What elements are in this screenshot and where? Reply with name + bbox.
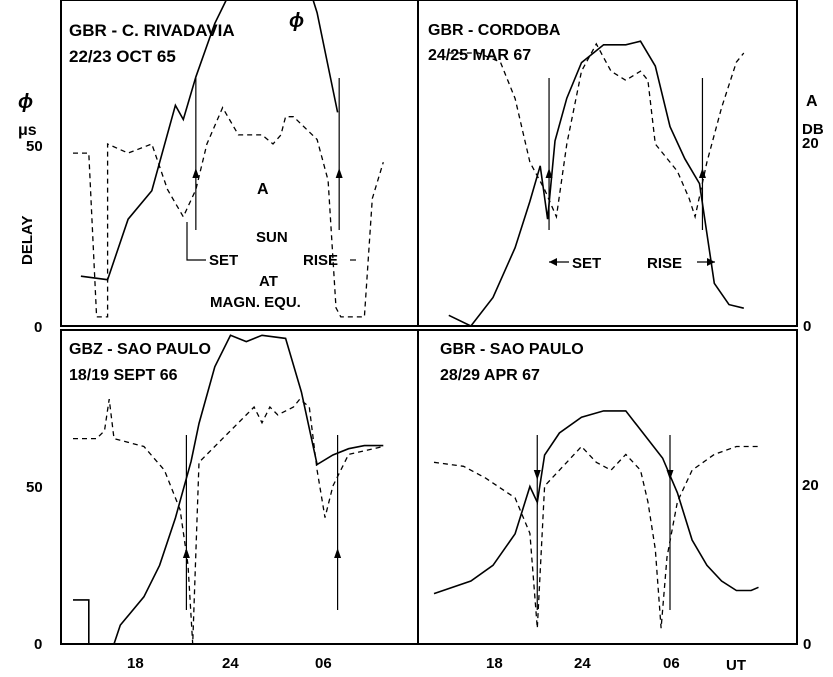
frame-top-right xyxy=(417,0,798,327)
series-phase-delay-saopaulo67 xyxy=(433,410,759,595)
terminator-arrowhead-saopaulo66-0 xyxy=(182,548,190,558)
cordoba-rise-label: RISE xyxy=(647,255,682,272)
x-tick-left-06: 06 xyxy=(315,655,332,672)
title-saopaulo67-line1: GBR - SAO PAULO xyxy=(440,341,584,358)
series-amplitude-rivadavia xyxy=(73,106,384,318)
left-axis-label: DELAY xyxy=(19,216,36,265)
panel-rivadavia-curves xyxy=(73,1,384,318)
x-axis-unit: UT xyxy=(726,657,746,674)
panel-cordoba-curves xyxy=(448,40,745,325)
right-axis-unit: DB xyxy=(802,121,824,138)
y-tick-top-50: 50 xyxy=(26,138,43,155)
title-saopaulo66-line2: 18/19 SEPT 66 xyxy=(69,367,178,384)
terminator-arrowhead-saopaulo67-1 xyxy=(666,470,674,480)
series-phase-delay-cordoba xyxy=(448,40,744,325)
annotation-set-bracket xyxy=(186,222,206,261)
terminator-arrowhead-cordoba-1 xyxy=(698,168,706,178)
annotation-sun: SUN xyxy=(256,229,288,246)
series-phase-delay-rivadavia xyxy=(80,1,339,281)
frame-bottom-right xyxy=(417,329,798,645)
right-tick-top-0: 0 xyxy=(803,318,811,335)
x-tick-right-18: 18 xyxy=(486,655,503,672)
x-tick-left-24: 24 xyxy=(222,655,239,672)
x-tick-left-18: 18 xyxy=(127,655,144,672)
terminator-arrowhead-saopaulo66-1 xyxy=(334,548,342,558)
title-cordoba-line2: 24/25 MAR 67 xyxy=(428,47,531,64)
phi-axis-symbol: ϕ xyxy=(18,91,33,113)
series-phase-delay-saopaulo66 xyxy=(73,334,384,643)
plot-layer xyxy=(73,1,759,643)
y-tick-bottom-0: 0 xyxy=(34,636,42,653)
title-rivadavia-line1: GBR - C. RIVADAVIA xyxy=(69,21,235,40)
series-amplitude-cordoba xyxy=(448,42,745,220)
terminator-arrowhead-rivadavia-1 xyxy=(335,168,343,178)
title-saopaulo67-line2: 28/29 APR 67 xyxy=(440,367,540,384)
x-tick-right-06: 06 xyxy=(663,655,680,672)
y-tick-top-0: 0 xyxy=(34,319,42,336)
terminator-arrowhead-saopaulo67-0 xyxy=(533,470,541,480)
title-cordoba-line1: GBR - CORDOBA xyxy=(428,22,561,39)
series-amplitude-saopaulo66 xyxy=(73,398,384,643)
cordoba-rise-arrowhead xyxy=(707,258,715,266)
x-tick-right-24: 24 xyxy=(574,655,591,672)
curve-label-phi: ϕ xyxy=(289,10,304,32)
annotation-magn-equ: MAGN. EQU. xyxy=(210,294,301,311)
terminator-arrowhead-cordoba-0 xyxy=(545,168,553,178)
right-tick-bottom-0: 0 xyxy=(803,636,811,653)
panel-saopaulo67-curves xyxy=(433,410,759,629)
panel-saopaulo66-curves xyxy=(73,334,384,643)
curve-label-a: A xyxy=(257,181,269,198)
terminator-arrowhead-rivadavia-0 xyxy=(192,168,200,178)
right-tick-top-20: 20 xyxy=(802,135,819,152)
left-axis-unit: μs xyxy=(18,122,37,139)
annotation-rise: RISE xyxy=(303,252,338,269)
right-axis-symbol: A xyxy=(806,93,818,110)
series-amplitude-saopaulo67 xyxy=(433,445,759,629)
title-saopaulo66-line1: GBZ - SAO PAULO xyxy=(69,341,211,358)
title-rivadavia-line2: 22/23 OCT 65 xyxy=(69,47,176,66)
y-tick-bottom-50: 50 xyxy=(26,479,43,496)
annotation-set: SET xyxy=(209,252,238,269)
cordoba-set-label: SET xyxy=(572,255,601,272)
annotation-at: AT xyxy=(259,273,278,290)
right-tick-bottom-20: 20 xyxy=(802,477,819,494)
cordoba-set-arrowhead xyxy=(549,258,557,266)
